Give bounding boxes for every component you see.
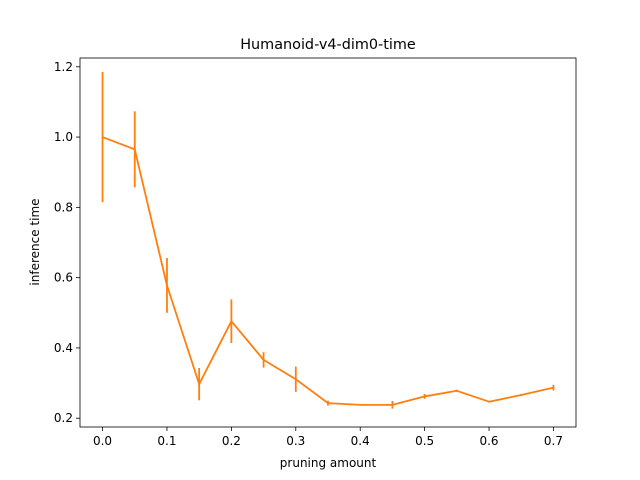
x-tick-label: 0.7 bbox=[544, 434, 563, 448]
data-point bbox=[359, 403, 362, 406]
y-tick-label: 1.2 bbox=[54, 60, 73, 74]
data-point bbox=[488, 400, 490, 403]
y-tick-label: 0.2 bbox=[54, 411, 73, 425]
y-axis: 0.2 0.4 0.6 0.8 1.0 1.2 bbox=[54, 60, 80, 425]
x-axis-label: pruning amount bbox=[280, 456, 377, 470]
x-tick-label: 0.6 bbox=[479, 434, 498, 448]
data-point bbox=[133, 148, 136, 151]
data-point bbox=[327, 402, 329, 405]
y-tick-label: 0.8 bbox=[54, 200, 73, 214]
x-axis: 0.0 0.1 0.2 0.3 0.4 0.5 0.6 0.7 bbox=[93, 427, 563, 448]
data-point bbox=[520, 394, 523, 396]
data-point bbox=[552, 386, 555, 389]
axes-frame bbox=[79, 57, 577, 428]
x-tick-label: 0.3 bbox=[286, 434, 305, 448]
data-point bbox=[101, 136, 104, 138]
data-point bbox=[391, 403, 394, 406]
x-tick-label: 0.0 bbox=[93, 434, 112, 448]
y-axis-label: inference time bbox=[28, 198, 42, 285]
data-point bbox=[455, 389, 458, 392]
x-tick-label: 0.4 bbox=[351, 434, 370, 448]
x-tick-label: 0.2 bbox=[222, 434, 241, 448]
data-point bbox=[423, 395, 426, 398]
y-tick-label: 1.0 bbox=[54, 130, 73, 144]
data-point bbox=[294, 378, 297, 381]
y-tick-label: 0.4 bbox=[54, 341, 73, 355]
chart-title: Humanoid-v4-dim0-time bbox=[240, 37, 416, 53]
plot-area bbox=[101, 72, 555, 409]
y-tick-label: 0.6 bbox=[54, 271, 73, 285]
data-point bbox=[262, 358, 265, 361]
data-point bbox=[230, 320, 233, 323]
x-tick-label: 0.1 bbox=[157, 434, 176, 448]
data-point bbox=[198, 383, 201, 386]
data-point bbox=[166, 284, 168, 287]
x-tick-label: 0.5 bbox=[415, 434, 434, 448]
